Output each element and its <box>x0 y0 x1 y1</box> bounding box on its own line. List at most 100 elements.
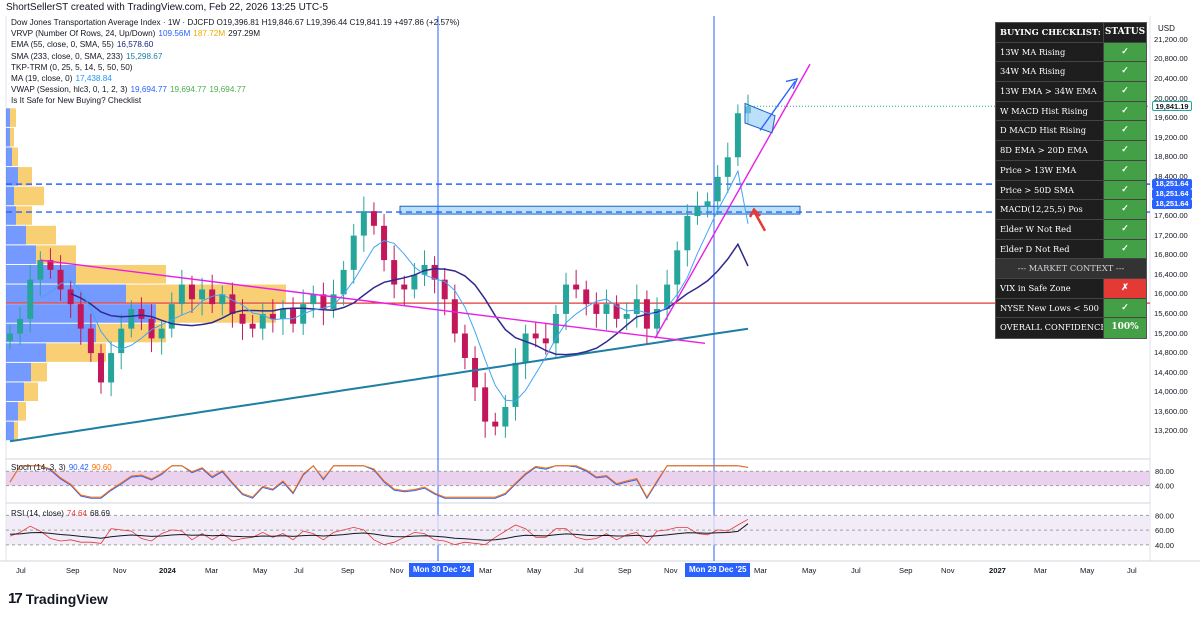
candle-body <box>128 309 135 329</box>
candle-body <box>694 206 701 217</box>
time-tick-label: Mar <box>754 566 768 575</box>
checklist-row: Price > 50D SMA ✓ <box>996 180 1146 201</box>
candle-body <box>320 294 327 310</box>
vrvp-up-bar <box>6 167 18 186</box>
time-flag-dec-2024: Mon 30 Dec '24 <box>409 563 475 577</box>
checklist-row: 34W MA Rising ✓ <box>996 62 1146 83</box>
tradingview-logo-icon: 17 <box>8 590 23 607</box>
bull-flag-shape <box>744 102 776 134</box>
candle-body <box>259 313 266 329</box>
vrvp-up-bar <box>6 323 96 343</box>
price-tick-label: 18,800.00 <box>1154 152 1188 162</box>
stoch-axis-label: 80.00 <box>1155 467 1174 476</box>
candle-body <box>97 353 104 383</box>
checklist-criterion: VIX in Safe Zone <box>996 278 1104 298</box>
tradingview-wordmark: TradingView <box>25 590 108 607</box>
candle-body <box>532 333 539 339</box>
checklist-status: ✓ <box>1104 82 1146 101</box>
candle-body <box>340 269 347 295</box>
price-tick-label: 15,600.00 <box>1154 308 1188 318</box>
legend-row[interactable]: EMA (55, close, 0, SMA, 55) 16,578.60 <box>11 39 460 50</box>
price-tick-label: 17,600.00 <box>1154 211 1188 221</box>
vrvp-down-bar <box>10 108 16 127</box>
candle-body <box>279 309 286 319</box>
candle-body <box>178 284 185 305</box>
checklist-criterion: Price > 50D SMA <box>996 180 1104 200</box>
vrvp-up-bar <box>6 108 10 127</box>
candle-body <box>118 328 125 354</box>
price-tick-label: 13,600.00 <box>1154 406 1188 416</box>
candle-body <box>67 289 74 305</box>
price-tick-label: 18,400.00 <box>1154 171 1188 181</box>
checklist-criterion: 34W MA Rising <box>996 62 1104 82</box>
candle-body <box>249 323 256 329</box>
legend-row[interactable]: SMA (233, close, 0, SMA, 233) 15,298.67 <box>11 51 460 62</box>
candle-body <box>542 338 549 344</box>
candle-body <box>633 299 640 314</box>
legend-value: 297.29M <box>228 29 261 39</box>
checklist-criterion: Elder W Not Red <box>996 219 1104 239</box>
candle-body <box>188 284 195 300</box>
checklist-row: 13W MA Rising ✓ <box>996 42 1146 63</box>
time-tick-label: Mar <box>1034 566 1048 575</box>
legend-row[interactable]: Dow Jones Transportation Average Index ·… <box>11 17 460 28</box>
candle-body <box>734 113 741 158</box>
legend-value: 16,578.60 <box>116 40 154 50</box>
time-tick-label: Sep <box>341 566 355 575</box>
time-axis[interactable]: Jul Sep Nov 2024 Mar May Jul Sep Nov Mar May Jul Sep… <box>0 561 1150 577</box>
level-price-flag: 18,251.64 <box>1152 179 1192 190</box>
candle-body <box>199 289 206 300</box>
legend-row[interactable]: VRVP (Number Of Rows, 24, Up/Down) 109.56… <box>11 28 460 39</box>
candle-body <box>593 304 600 314</box>
vrvp-down-bar <box>126 284 286 304</box>
candle-body <box>623 313 630 319</box>
checklist-status: ✓ <box>1104 219 1146 239</box>
checklist-status: ✓ <box>1104 141 1146 160</box>
time-tick-label: May <box>253 566 268 575</box>
retest-arrowhead <box>748 207 761 218</box>
price-tick-label: 14,800.00 <box>1154 348 1188 358</box>
candles <box>7 94 751 438</box>
candle-body <box>482 387 489 422</box>
candle-body <box>461 333 468 358</box>
candle-body <box>381 225 388 261</box>
candle-body <box>350 235 357 270</box>
time-tick-label: 2024 <box>159 566 176 575</box>
chart-credit: ShortSellerST created with TradingView.c… <box>6 2 329 13</box>
candle-body <box>229 294 236 314</box>
price-tick-label: 20,800.00 <box>1154 54 1188 64</box>
price-tick-label: 17,200.00 <box>1154 230 1188 240</box>
candle-body <box>502 406 509 427</box>
checklist-row: MACD(12,25,5) Pos ✓ <box>996 200 1146 220</box>
legend-label: MA (19, close, 0) <box>11 74 73 84</box>
breakout-zone-box <box>399 205 801 215</box>
price-tick-label: 14,400.00 <box>1154 367 1188 377</box>
descending-trendline <box>39 259 706 344</box>
checklist-criterion: NYSE New Lows < 500 <box>996 298 1104 318</box>
candle-body <box>664 284 671 310</box>
candle-body <box>360 211 367 236</box>
time-tick-label: Jul <box>294 566 304 575</box>
legend-label: Is It Safe for New Buying? Checklist <box>11 96 142 106</box>
retest-arrow <box>752 210 767 232</box>
time-tick-label: Nov <box>390 566 404 575</box>
candle-body <box>269 313 276 319</box>
price-axis[interactable]: 13,200.00 13,600.00 14,000.00 14,400.00 14,8… <box>1150 16 1200 561</box>
checklist-status: ✗ <box>1104 278 1146 298</box>
legend-row[interactable]: TKP-TRM (0, 25, 5, 14, 5, 50, 50) <box>11 62 460 73</box>
legend-label: EMA (55, close, 0, SMA, 55) <box>11 40 114 50</box>
legend-value: 19,694.77 <box>209 85 246 95</box>
vrvp-down-bar <box>36 245 76 264</box>
checklist-criterion: MACD(12,25,5) Pos <box>996 200 1104 219</box>
legend-row[interactable]: VWAP (Session, hlc3, 0, 1, 2, 3) 19,694.7… <box>11 84 460 95</box>
time-tick-label: Nov <box>664 566 678 575</box>
candle-body <box>552 313 559 344</box>
candle-body <box>168 304 175 329</box>
candle-body <box>77 304 84 329</box>
legend-row[interactable]: Is It Safe for New Buying? Checklist <box>11 95 460 106</box>
candle-body <box>613 304 620 319</box>
tradingview-brand[interactable]: 17 TradingView <box>8 590 108 607</box>
legend-label: Dow Jones Transportation Average Index ·… <box>11 18 460 27</box>
legend-row[interactable]: MA (19, close, 0) 17,438.84 <box>11 73 460 84</box>
